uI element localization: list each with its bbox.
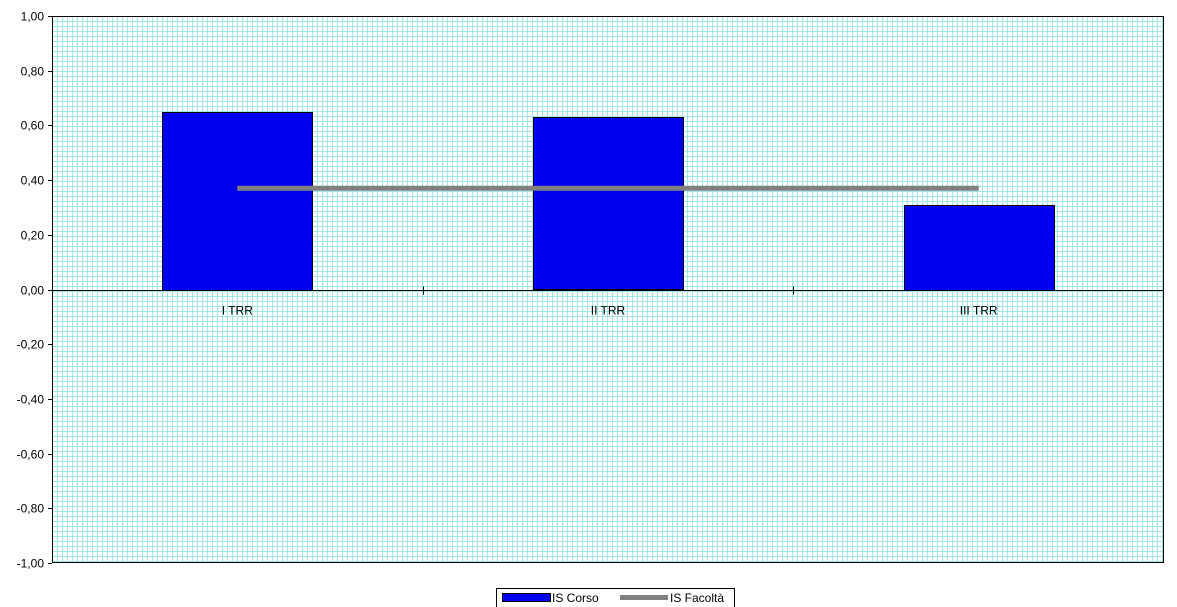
legend-box bbox=[496, 588, 735, 607]
y-tick-label: 0,40 bbox=[21, 174, 45, 188]
bar bbox=[904, 205, 1055, 291]
x-tick-label: II TRR bbox=[591, 304, 626, 318]
y-tick-label: -1,00 bbox=[17, 557, 45, 571]
legend-swatch-bar bbox=[502, 593, 551, 602]
plot-frame bbox=[52, 16, 1164, 563]
y-tick-label: 1,00 bbox=[21, 10, 45, 24]
bar bbox=[533, 117, 684, 290]
legend-label: IS Corso bbox=[552, 591, 599, 605]
y-tick-label: 0,60 bbox=[21, 119, 45, 133]
bar bbox=[162, 112, 313, 291]
y-tick-label: 0,00 bbox=[21, 284, 45, 298]
y-tick-label: -0,60 bbox=[17, 448, 45, 462]
y-tick-label: 0,20 bbox=[21, 229, 45, 243]
legend: IS Corso IS Facoltà bbox=[496, 588, 735, 607]
x-tick-label: I TRR bbox=[222, 304, 253, 318]
y-tick-label: -0,80 bbox=[17, 502, 45, 516]
x-tick-label: III TRR bbox=[960, 304, 998, 318]
legend-label: IS Facoltà bbox=[670, 591, 724, 605]
plot-area: 1,00 0,80 0,60 0,40 0,20 0,00 -0,20 -0,40 -0,60 -… bbox=[17, 10, 1164, 571]
y-tick-label: -0,40 bbox=[17, 393, 45, 407]
y-tick-label: -0,20 bbox=[17, 338, 45, 352]
y-tick-label: 0,80 bbox=[21, 65, 45, 79]
